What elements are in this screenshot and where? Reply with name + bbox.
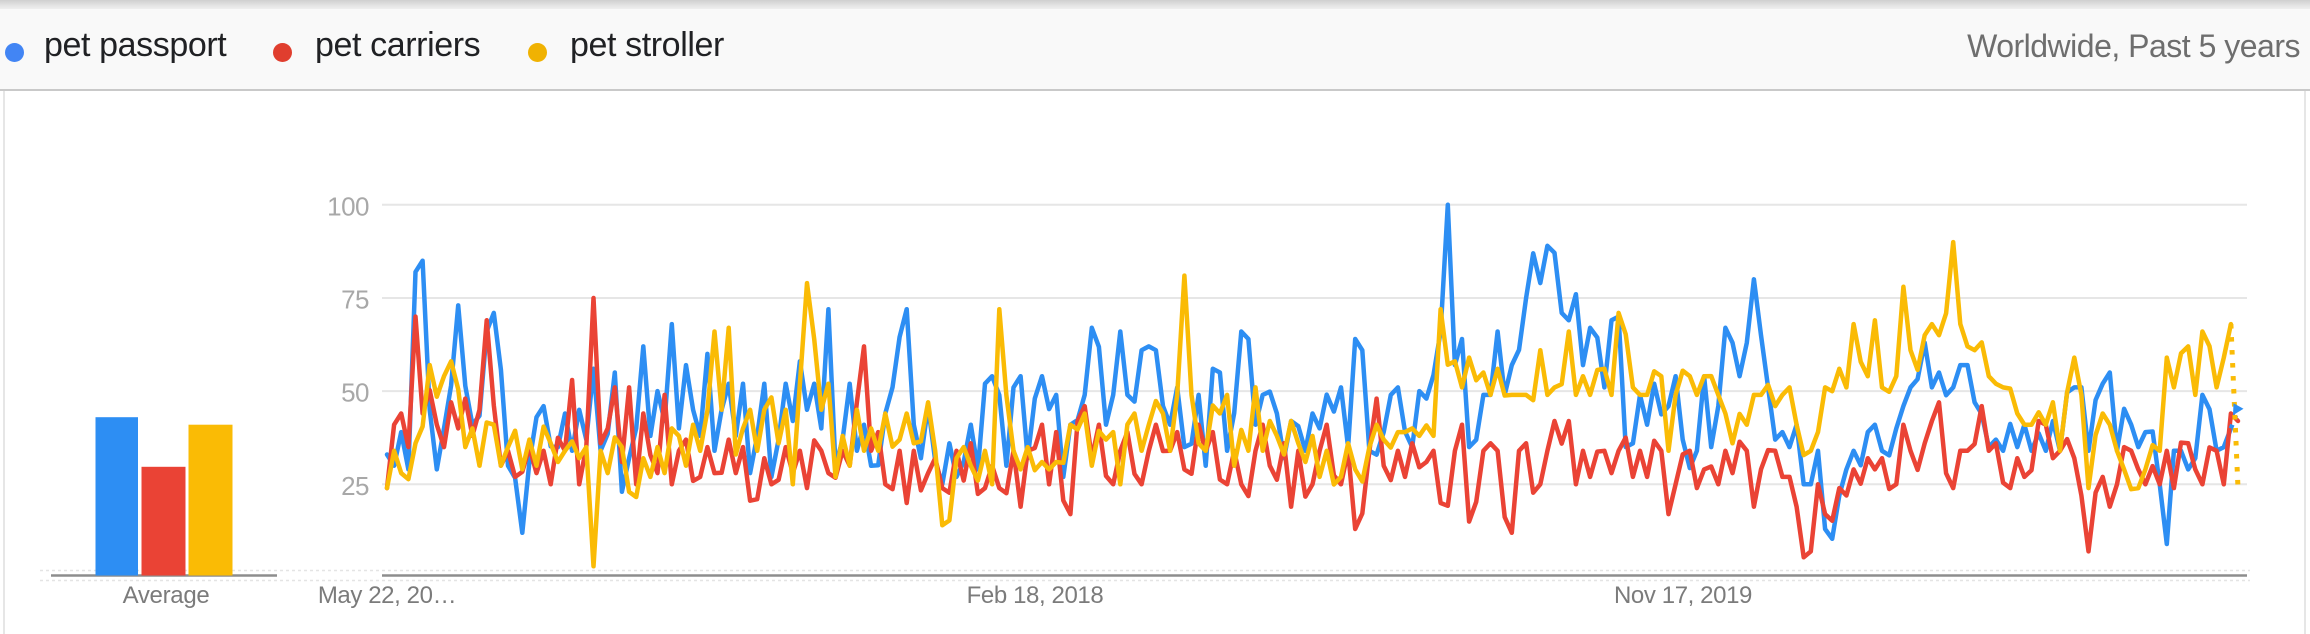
svg-text:Feb 18, 2018: Feb 18, 2018 — [967, 582, 1104, 609]
svg-text:100: 100 — [327, 191, 369, 221]
svg-text:May 22, 20…: May 22, 20… — [318, 582, 456, 609]
svg-text:50: 50 — [341, 378, 369, 408]
svg-text:75: 75 — [341, 285, 369, 315]
svg-text:25: 25 — [341, 471, 369, 501]
svg-text:Average: Average — [123, 582, 210, 609]
svg-text:Nov 17, 2019: Nov 17, 2019 — [1614, 582, 1752, 609]
